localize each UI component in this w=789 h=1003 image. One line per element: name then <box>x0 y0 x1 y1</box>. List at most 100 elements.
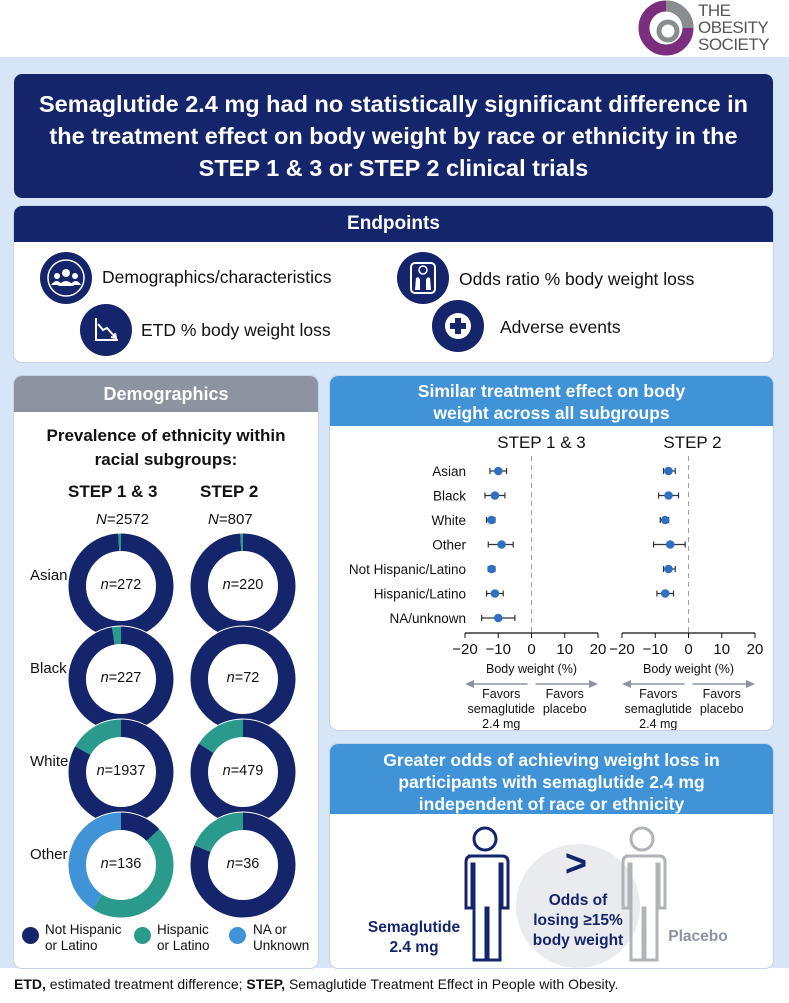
semaglutide-label-line-1: Semaglutide <box>368 919 461 936</box>
donut-n-label: n=479 <box>222 763 264 779</box>
favors-right-arrowhead <box>746 680 755 688</box>
footnote-def-step: Semaglutide Treatment Effect in People w… <box>285 976 619 992</box>
donut-other-step13 <box>66 810 176 920</box>
legend-text: or Latino <box>45 938 98 953</box>
forest-point-estimate <box>660 515 670 525</box>
forest-heading: Similar treatment effect on body weight … <box>330 376 773 426</box>
forest-tick-label: 0 <box>684 641 692 658</box>
forest-tick-label: 10 <box>556 641 573 658</box>
forest-tick-label: 10 <box>713 641 730 658</box>
forest-category-label: Other <box>432 538 466 553</box>
forest-tick-label: −20 <box>609 641 634 658</box>
forest-point-estimate <box>493 466 503 476</box>
forest-point-estimate <box>664 466 673 476</box>
donut-segment-na <box>68 812 174 918</box>
odds-center-line-3: body weight <box>533 932 623 949</box>
donut-n-label: n=1937 <box>96 763 146 779</box>
donut-segment-hisp <box>190 719 296 825</box>
donut-other-step2 <box>188 810 298 920</box>
declining-chart-icon <box>80 304 132 356</box>
forest-x-label: Body weight (%) <box>486 662 577 676</box>
subtitle-line-1: Prevalence of ethnicity within <box>46 426 286 445</box>
favors-left-arrowhead <box>622 680 631 688</box>
race-label-other: Other <box>30 846 68 863</box>
endpoints-heading: Endpoints <box>14 206 773 242</box>
favors-semaglutide-label: semaglutide <box>625 702 692 716</box>
footnote-term-etd: ETD, <box>14 976 46 992</box>
forest-tick-label: 0 <box>527 641 535 658</box>
forest-category-label: Asian <box>432 464 466 479</box>
forest-heading-line-1: Similar treatment effect on body <box>417 381 686 401</box>
forest-tick-label: −10 <box>643 641 668 658</box>
person-placebo-icon <box>621 826 667 962</box>
odds-circle <box>516 844 640 968</box>
forest-tick-label: 20 <box>747 641 764 658</box>
odds-heading: Greater odds of achieving weight loss in… <box>330 744 773 814</box>
forest-point-estimate <box>665 540 675 549</box>
forest-tick-label: 20 <box>590 641 607 658</box>
forest-point-estimate <box>490 491 500 500</box>
greater-than-symbol: > <box>565 843 587 885</box>
forest-category-label: Hispanic/Latino <box>374 587 466 602</box>
legend-na: NA or Unknown <box>253 922 309 954</box>
odds-illustration: > Odds of losing ≥15% body weight Semagl… <box>368 826 728 968</box>
logo-text: THE OBESITY SOCIETY <box>698 2 770 53</box>
forest-point-estimate <box>664 564 673 574</box>
donut-n-label: n=272 <box>100 577 142 593</box>
endpoint-demographics: Demographics/characteristics <box>102 267 332 287</box>
favors-right-arrowhead <box>589 680 598 688</box>
donut-n-label: n=227 <box>100 670 142 686</box>
forest-plot: Asian Black White Other Not Hispanic/Latino H… <box>349 433 764 730</box>
race-label-white: White <box>30 753 69 770</box>
legend-text: Hispanic <box>157 922 209 937</box>
forest-heading-line-2: weight across all subgroups <box>433 403 670 423</box>
favors-placebo-label: placebo <box>543 702 587 716</box>
donut-n-label: n=72 <box>226 670 260 686</box>
forest-category-label: Black <box>433 489 466 504</box>
odds-center-line-2: losing ≥15% <box>533 912 623 929</box>
donut-segment-hisp <box>68 533 174 639</box>
donut-segment-hisp <box>190 533 296 639</box>
forest-point-estimate <box>493 613 503 623</box>
odds-panel: Greater odds of achieving weight loss in… <box>330 744 773 968</box>
forest-plot-panel: Similar treatment effect on body weight … <box>330 376 773 730</box>
total-n-step2: N=807 <box>208 511 253 528</box>
donut-segment-hisp <box>68 812 174 918</box>
race-label-asian: Asian <box>30 567 68 584</box>
donut-segment-hisp <box>68 626 174 732</box>
donut-segment-hisp <box>190 812 296 918</box>
odds-center-line-1: Odds of <box>549 892 608 909</box>
n-symbol: N <box>208 511 219 528</box>
odds-heading-line-1: Greater odds of achieving weight loss in <box>383 750 720 770</box>
placebo-label: Placebo <box>668 928 727 945</box>
forest-point-estimate <box>490 589 500 598</box>
forest-point-estimate <box>487 564 496 574</box>
forest-x-label: Body weight (%) <box>643 662 734 676</box>
legend-swatch-na <box>229 927 246 944</box>
obesity-society-logo <box>632 0 789 57</box>
forest-tick-label: −20 <box>452 641 477 658</box>
donut-n-label: n=36 <box>226 856 260 872</box>
favors-semaglutide-label: 2.4 mg <box>639 717 677 730</box>
n-equals: = <box>106 511 116 528</box>
logo-ring-icon <box>638 0 694 56</box>
subtitle-line-2: racial subgroups: <box>94 450 238 469</box>
race-label-black: Black <box>30 660 67 677</box>
n-equals: = <box>218 511 228 528</box>
favors-semaglutide-label: Favors <box>639 687 677 701</box>
endpoint-etd: ETD % body weight loss <box>141 320 331 340</box>
semaglutide-label-line-2: 2.4 mg <box>389 939 438 956</box>
demographics-panel: Demographics Prevalence of ethnicity wit… <box>14 376 318 968</box>
forest-tick-label: −10 <box>486 641 511 658</box>
forest-point-estimate <box>660 589 670 598</box>
medical-cross-icon <box>432 300 484 352</box>
legend-swatch-hispanic <box>134 927 151 944</box>
legend-text: Not Hispanic <box>45 922 122 937</box>
people-icon <box>40 252 92 304</box>
donut-n-label: n=220 <box>222 577 264 593</box>
donut-segment-hisp <box>68 719 174 825</box>
footnote-term-step: STEP, <box>246 976 286 992</box>
forest-panel-title-step2: STEP 2 <box>663 433 721 452</box>
legend-swatch-not-hispanic <box>22 927 39 944</box>
donut-n-label: n=136 <box>100 856 142 872</box>
